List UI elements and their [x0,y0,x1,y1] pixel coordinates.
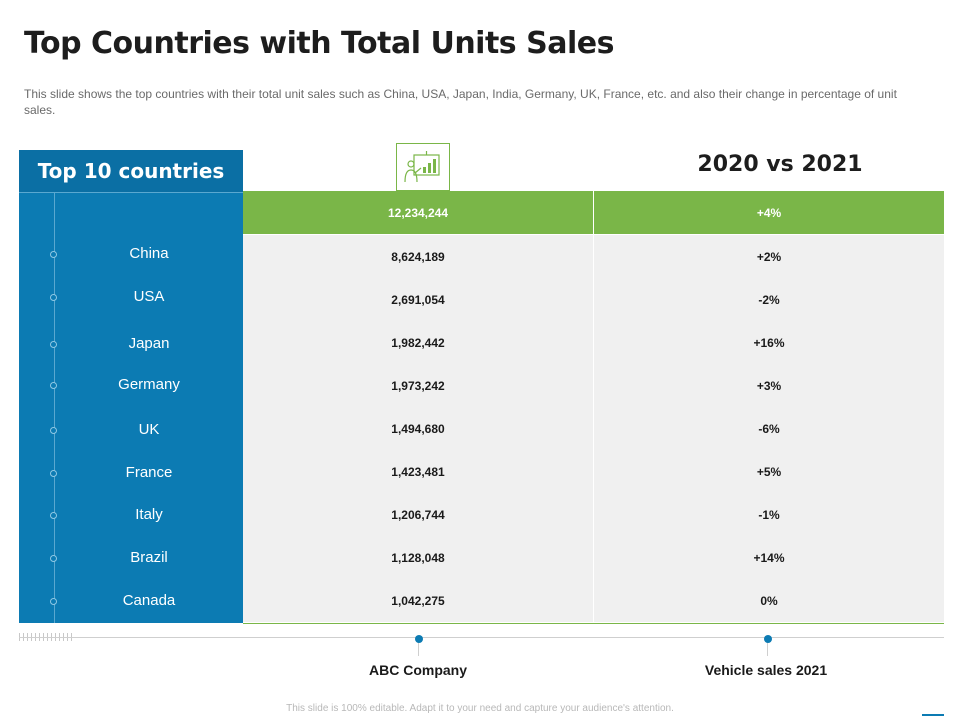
country-item: USA [19,284,243,314]
footer-note: This slide is 100% editable. Adapt it to… [286,703,674,714]
units-cell: 1,206,744 [391,507,445,522]
units-cell: 12,234,244 [387,205,449,220]
change-cell: +2% [756,249,782,264]
marker-dot-icon [415,635,423,643]
column-divider [593,450,594,493]
units-cell: 1,423,481 [391,464,445,479]
country-item: China [19,241,243,271]
table-row: 2,691,054 -2% [243,278,944,322]
countries-panel: Top 10 countries China USA Japan Germany… [19,150,243,623]
column-divider [593,536,594,579]
timeline-dot-icon [50,427,57,434]
column-divider [593,235,594,278]
table-row: 1,128,048 +14% [243,536,944,580]
country-name: China [129,245,169,262]
change-cell: -2% [758,292,780,307]
change-cell: -1% [758,507,780,522]
units-cell: 2,691,054 [391,292,445,307]
timeline-dot-icon [50,598,57,605]
country-item: UK [19,417,243,447]
country-item: Japan [19,331,243,361]
country-item: Italy [19,502,243,532]
country-name: Canada [122,592,176,609]
timeline-dot-icon [50,341,57,348]
country-name: USA [133,288,165,305]
change-cell: +16% [753,335,785,350]
marker-stem [418,638,419,656]
slide-subtitle: This slide shows the top countries with … [24,87,897,117]
marker-dot-icon [764,635,772,643]
country-name: France [125,464,173,481]
column-divider [593,579,594,622]
units-cell: 1,128,048 [391,550,445,565]
country-item: Brazil [19,545,243,575]
timeline-dot-icon [50,555,57,562]
table-bottom-border [243,623,944,624]
change-cell: +14% [753,550,785,565]
country-name: Brazil [130,549,168,566]
country-name: Germany [118,376,180,393]
timeline-dot-icon [50,382,57,389]
country-name: Italy [135,506,163,523]
column-divider [593,407,594,450]
change-cell: 0% [760,593,778,608]
column-label-sales: Vehicle sales 2021 [704,662,828,678]
table-row: 1,206,744 -1% [243,493,944,537]
country-name: UK [138,421,160,438]
corner-accent [922,714,944,716]
column-label-company: ABC Company [368,662,467,678]
column-divider [593,364,594,407]
table-row: 1,423,481 +5% [243,450,944,494]
units-cell: 1,494,680 [391,421,445,436]
country-item: Canada [19,588,243,618]
change-cell: +4% [756,205,782,220]
timeline-dot-icon [50,470,57,477]
total-row: 12,234,244 +4% [243,191,944,235]
country-item: France [19,460,243,490]
timeline-line [54,193,55,623]
timeline-dot-icon [50,294,57,301]
units-cell: 1,042,275 [391,593,445,608]
table-row: 1,982,442 +16% [243,321,944,365]
change-cell: -6% [758,421,780,436]
units-cell: 8,624,189 [391,249,445,264]
column-divider [593,321,594,364]
timeline-dot-icon [50,251,57,258]
timeline-dot-icon [50,512,57,519]
table-row: 1,973,242 +3% [243,364,944,408]
table-row: 1,042,275 0% [243,579,944,623]
change-cell: +5% [756,464,782,479]
country-item: Germany [19,372,243,402]
countries-heading: Top 10 countries [19,150,243,192]
column-divider [593,191,594,234]
comparison-heading: 2020 vs 2021 [697,152,863,177]
presentation-chart-icon [396,143,450,191]
panel-divider [19,192,243,193]
change-cell: +3% [756,378,782,393]
table-row: 8,624,189 +2% [243,235,944,279]
column-divider [593,493,594,536]
column-divider [593,278,594,321]
country-name: Japan [128,335,170,352]
units-cell: 1,973,242 [391,378,445,393]
table-row: 1,494,680 -6% [243,407,944,451]
units-cell: 1,982,442 [391,335,445,350]
slide-title: Top Countries with Total Units Sales [24,26,614,61]
axis-line [19,637,944,638]
marker-stem [767,638,768,656]
